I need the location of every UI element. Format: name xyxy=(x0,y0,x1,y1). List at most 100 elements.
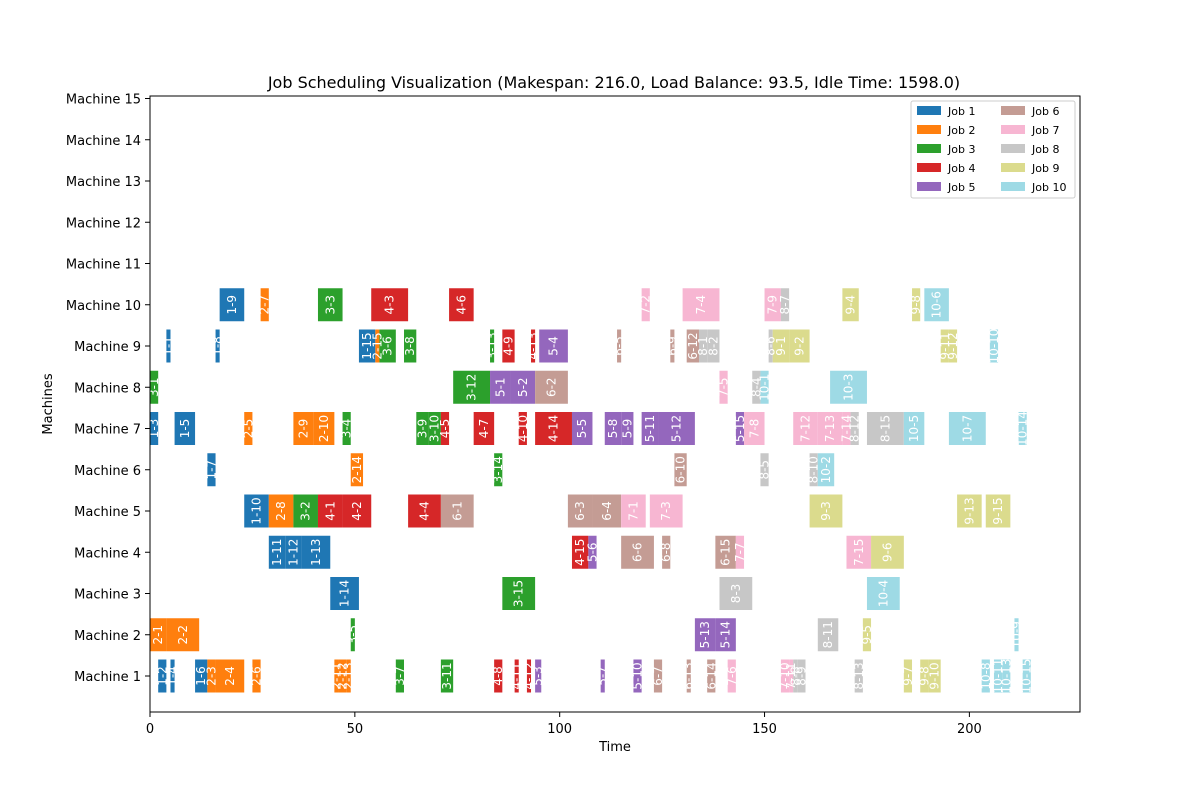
task-label: 3-10 xyxy=(428,415,442,442)
task-label: 2-4 xyxy=(223,666,237,686)
task-bar xyxy=(903,412,925,445)
task-bar xyxy=(494,453,503,487)
task-bar xyxy=(674,453,687,487)
task-bar xyxy=(764,288,781,322)
task-bar xyxy=(842,288,859,322)
x-axis-title: Time xyxy=(598,740,631,755)
task-bar xyxy=(592,494,622,528)
task-bar xyxy=(604,412,622,445)
task-bar xyxy=(285,535,302,569)
task-label: 10-8 xyxy=(979,662,993,689)
task-label: 7-2 xyxy=(639,295,653,315)
task-label: 9-5 xyxy=(860,625,874,645)
legend-label: Job 4 xyxy=(947,162,975,175)
task-label: 4-15 xyxy=(573,539,587,566)
y-axis-title: Machines xyxy=(41,373,56,434)
task-label: 9-4 xyxy=(844,295,858,315)
task-bar xyxy=(473,412,495,445)
task-label: 3-1 xyxy=(147,377,161,397)
task-label: 4-1 xyxy=(323,501,337,521)
task-bar xyxy=(490,329,495,363)
legend: Job 1 Job 2 Job 3 Job 4 Job 5 Job 6 Job 7 Job 8… xyxy=(910,100,1076,199)
task-bar xyxy=(735,535,745,569)
task-label: 6-1 xyxy=(450,501,464,521)
task-bar xyxy=(797,659,806,693)
task-label: 8-15 xyxy=(878,415,892,442)
task-bar xyxy=(621,412,634,445)
task-bar xyxy=(1014,618,1019,652)
task-bar xyxy=(866,577,900,610)
legend-swatch xyxy=(917,144,941,153)
task-label: 5-14 xyxy=(719,621,733,648)
task-bar xyxy=(150,618,167,652)
task-label: 5-6 xyxy=(585,542,599,562)
task-label: 5-13 xyxy=(698,621,712,648)
task-bar xyxy=(244,494,269,528)
task-label: 4-10 xyxy=(516,415,530,442)
task-bar xyxy=(588,535,597,569)
task-label: 10-2 xyxy=(819,456,833,483)
task-label: 7-13 xyxy=(823,415,837,442)
y-tick-label: Machine 7 xyxy=(74,423,141,438)
y-tick-label: Machine 11 xyxy=(66,258,141,273)
task-bar xyxy=(358,329,376,363)
task-label: 4-8 xyxy=(491,666,505,686)
task-label: 7-5 xyxy=(717,377,731,397)
task-bar xyxy=(920,659,929,693)
task-bar xyxy=(719,370,728,404)
task-label: 2-8 xyxy=(274,501,288,521)
task-label: 1-3 xyxy=(147,419,161,439)
y-tick-label: Machine 15 xyxy=(66,93,141,108)
task-label: 3-13 xyxy=(485,332,499,359)
task-label: 3-14 xyxy=(491,456,505,483)
task-label: 6-3 xyxy=(573,501,587,521)
task-bar xyxy=(817,618,839,652)
task-bar xyxy=(1022,659,1031,693)
task-label: 2-3 xyxy=(204,666,218,686)
legend-swatch xyxy=(917,106,941,115)
task-label: 8-6 xyxy=(764,336,778,356)
task-label: 6-7 xyxy=(651,666,665,686)
task-label: 1-11 xyxy=(270,539,284,566)
y-tick-label: Machine 3 xyxy=(74,588,141,603)
task-label: 5-15 xyxy=(733,415,747,442)
task-label: 4-2 xyxy=(350,501,364,521)
task-label: 6-9 xyxy=(665,336,679,356)
task-bar xyxy=(453,370,491,404)
task-bar xyxy=(866,412,904,445)
task-bar xyxy=(244,412,253,445)
task-label: 2-12 xyxy=(336,662,350,689)
task-label: 4-14 xyxy=(547,415,561,442)
legend-label: Job 7 xyxy=(1031,124,1059,137)
task-bar xyxy=(174,412,196,445)
bar-labels-layer: 1-21-4 1-62-3 2-4 2-6 2-112-122-13 3-7 3-11 4-8… xyxy=(147,291,1034,693)
task-label: 5-10 xyxy=(631,662,645,689)
x-tick-label: 50 xyxy=(347,722,364,737)
task-bar xyxy=(338,659,347,693)
task-label: 3-12 xyxy=(465,374,479,401)
task-label: 2-5 xyxy=(241,419,255,439)
task-label: 8-2 xyxy=(706,336,720,356)
task-label: 7-14 xyxy=(839,415,853,442)
task-bar xyxy=(912,288,921,322)
task-bar xyxy=(207,453,216,487)
task-bar xyxy=(535,370,568,404)
task-label: 2-10 xyxy=(317,415,331,442)
task-bar xyxy=(817,453,835,487)
y-tick-label: Machine 1 xyxy=(74,670,141,685)
task-bar xyxy=(989,329,999,363)
task-label: 1-12 xyxy=(286,539,300,566)
x-tick-label: 200 xyxy=(957,722,982,737)
task-bar xyxy=(502,329,515,363)
task-bar xyxy=(928,659,941,693)
task-bar xyxy=(715,618,736,652)
task-label: 7-7 xyxy=(733,542,747,562)
task-label: 1-1 xyxy=(161,336,175,356)
task-label: 9-6 xyxy=(880,542,894,562)
task-label: 8-8 xyxy=(788,666,802,686)
task-label: 6-15 xyxy=(719,539,733,566)
task-label: 4-4 xyxy=(417,501,431,521)
task-bar xyxy=(768,329,773,363)
task-bar xyxy=(809,494,843,528)
task-label: 2-15 xyxy=(370,332,384,359)
